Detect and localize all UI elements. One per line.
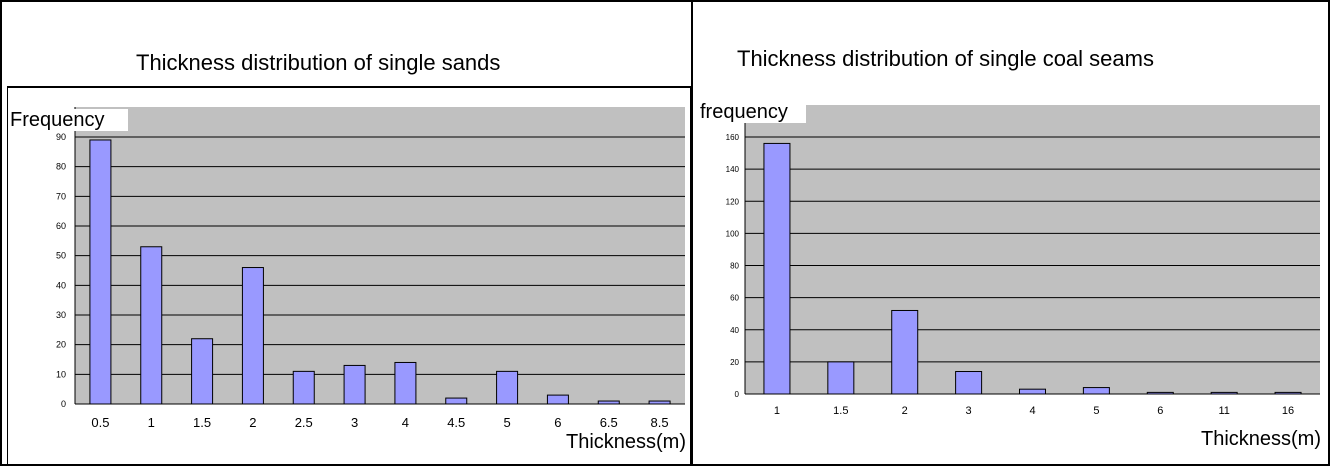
x-tick-label: 1.5 [193,415,211,430]
bar [1146,391,1174,395]
x-axis-label: Thickness(m) [566,431,686,453]
y-tick-label: 20 [56,340,66,350]
y-tick-label: 0 [735,390,740,399]
y-tick-label: 70 [56,191,66,201]
y-axis-label-bg [700,101,806,123]
x-tick-label: 1 [774,405,780,417]
x-tick-label: 1.5 [833,405,848,417]
x-axis-label: Thickness(m) [1201,428,1321,450]
bar [597,400,620,405]
chart-title-sands: Thickness distribution of single sands [136,50,501,75]
bar [89,139,112,405]
y-tick-label: 60 [56,221,66,231]
x-tick-label: 2 [249,415,256,430]
y-tick-label: 60 [730,294,739,303]
x-tick-label: 5 [503,415,510,430]
x-tick-label: 2 [902,405,908,417]
bar [191,338,214,405]
y-tick-label: 120 [726,197,740,206]
bar [955,371,983,395]
x-tick-label: 1 [148,415,155,430]
y-tick-label: 20 [730,358,739,367]
x-tick-label: 5 [1093,405,1099,417]
x-tick-label: 3 [351,415,358,430]
bar [1210,391,1238,395]
bar [546,394,569,405]
bar [343,364,366,405]
bar [445,397,468,405]
x-tick-label: 11 [1218,405,1229,417]
x-tick-label: 16 [1282,405,1294,417]
y-tick-label: 80 [730,262,739,271]
x-tick-label: 6 [554,415,561,430]
x-tick-label: 4 [1029,405,1035,417]
y-axis-label: frequency [700,101,788,123]
bar [241,267,264,405]
bar [648,400,671,405]
y-tick-label: 30 [56,310,66,320]
title-underline [7,86,691,87]
x-tick-label: 8.5 [651,415,669,430]
y-tick-label: 0 [61,399,66,409]
panel-divider [691,0,693,464]
y-tick-label: 90 [56,132,66,142]
x-tick-label: 2.5 [295,415,313,430]
bar [496,370,519,405]
bar [394,361,417,405]
bar [1082,387,1110,395]
x-tick-label: 4 [402,415,409,430]
y-tick-label: 80 [56,162,66,172]
bar [891,309,919,395]
left-chart-frame [7,87,691,465]
y-tick-label: 40 [730,326,739,335]
y-tick-label: 160 [726,133,740,142]
bar [1274,391,1302,395]
bar [292,370,315,405]
bar [1019,388,1046,395]
y-axis-label-bg [10,109,128,131]
plot-area [745,105,1320,394]
y-tick-label: 100 [726,229,740,238]
x-tick-label: 4.5 [447,415,465,430]
y-tick-label: 10 [56,369,66,379]
chart-title-coal: Thickness distribution of single coal se… [737,46,1154,71]
x-tick-label: 0.5 [91,415,109,430]
y-tick-label: 50 [56,251,66,261]
x-tick-label: 6 [1157,405,1163,417]
y-tick-label: 40 [56,280,66,290]
y-axis-label: Frequency [10,109,105,131]
x-tick-label: 6.5 [600,415,618,430]
x-tick-label: 3 [966,405,972,417]
bar [140,246,163,405]
bar [827,361,855,395]
bar [763,142,791,395]
y-tick-label: 140 [726,165,740,174]
